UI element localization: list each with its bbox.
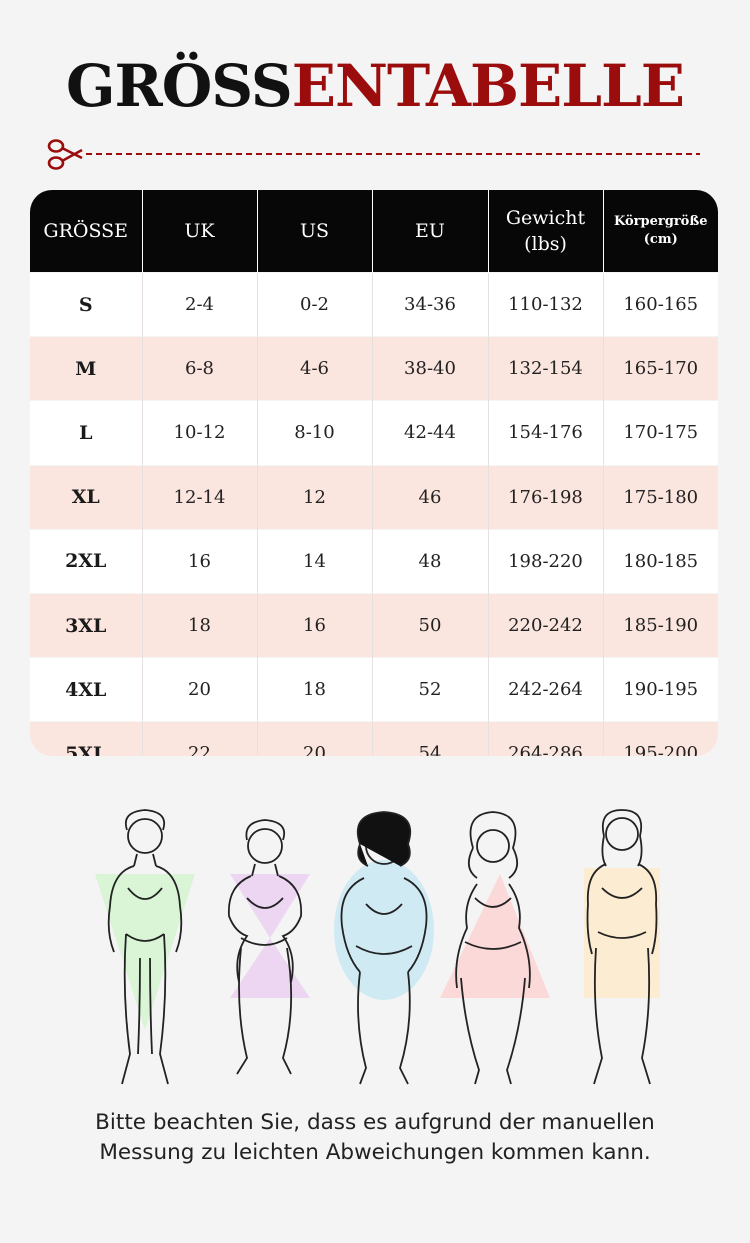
figure-hourglass [228,819,310,1075]
page-title: GRÖSSENTABELLE [0,48,750,124]
cell-eu: 52 [372,657,489,722]
cell-us: 8-10 [257,400,373,466]
cell-eu: 46 [372,464,489,530]
measurement-note: Bitte beachten Sie, dass es aufgrund der… [0,1108,750,1168]
size-table-container: GRÖSSE UK US EU Gewicht (lbs) Körpergröße… [30,190,718,756]
woman-outline-icon [228,819,302,1075]
cell-uk: 22 [142,721,258,756]
table-row: XL 12-14 12 46 176-198 175-180 [30,464,718,530]
cell-height: 170-175 [603,400,718,466]
cell-eu: 42-44 [372,400,489,466]
cell-us: 18 [257,657,373,722]
cell-uk: 10-12 [142,400,258,466]
table-row: 2XL 16 14 48 198-220 180-185 [30,528,718,594]
title-part-dark: GRÖSS [66,52,293,120]
woman-outline-icon [586,809,658,1085]
cell-weight: 220-242 [488,592,604,658]
cell-uk: 18 [142,592,258,658]
cell-us: 12 [257,464,373,530]
table-row: 4XL 20 18 52 242-264 190-195 [30,657,718,722]
table-row: 3XL 18 16 50 220-242 185-190 [30,592,718,658]
figure-rectangle [584,809,660,1085]
note-line-1: Bitte beachten Sie, dass es aufgrund der… [95,1110,655,1135]
cell-weight: 154-176 [488,400,604,466]
woman-outline-icon [107,809,183,1085]
cell-uk: 12-14 [142,464,258,530]
cell-weight: 198-220 [488,528,604,594]
header-height: Körpergröße (cm) [603,190,718,273]
title-part-red: ENTABELLE [291,52,685,120]
body-shape-figures [95,809,660,1085]
cell-height: 165-170 [603,336,718,401]
woman-outline-icon [455,811,531,1085]
cell-size: 2XL [30,528,143,594]
cell-size: 3XL [30,592,143,658]
figure-triangle [440,811,550,1085]
cell-size: M [30,336,143,401]
cell-size: 4XL [30,657,143,722]
cell-weight: 264-286 [488,721,604,756]
cell-height: 175-180 [603,464,718,530]
table-row: 5XL 22 20 54 264-286 195-200 [30,721,718,756]
header-weight: Gewicht (lbs) [488,190,604,273]
figure-v-shape [95,809,195,1085]
cell-us: 16 [257,592,373,658]
cell-size: S [30,271,143,337]
header-size: GRÖSSE [30,190,143,273]
scissors-icon [47,139,83,170]
cell-eu: 34-36 [372,271,489,337]
cell-height: 195-200 [603,721,718,756]
note-line-2: Messung zu leichten Abweichungen kommen … [99,1140,651,1165]
cell-us: 14 [257,528,373,594]
table-row: M 6-8 4-6 38-40 132-154 165-170 [30,336,718,401]
table-row: L 10-12 8-10 42-44 154-176 170-175 [30,400,718,466]
cell-weight: 110-132 [488,271,604,337]
cell-height: 180-185 [603,528,718,594]
cell-weight: 242-264 [488,657,604,722]
cell-eu: 50 [372,592,489,658]
cell-height: 160-165 [603,271,718,337]
table-row: S 2-4 0-2 34-36 110-132 160-165 [30,271,718,337]
cell-height: 190-195 [603,657,718,722]
cell-height: 185-190 [603,592,718,658]
table-body: S 2-4 0-2 34-36 110-132 160-165 M 6-8 4-6 38-40 13… [30,271,718,756]
table-header-row: GRÖSSE UK US EU Gewicht (lbs) Körpergröße… [30,190,718,273]
cell-uk: 16 [142,528,258,594]
header-us: US [257,190,373,273]
cell-size: 5XL [30,721,143,756]
cell-weight: 176-198 [488,464,604,530]
cell-size: XL [30,464,143,530]
cell-eu: 48 [372,528,489,594]
figure-oval [334,811,434,1085]
cell-size: L [30,400,143,466]
header-uk: UK [142,190,258,273]
size-table: GRÖSSE UK US EU Gewicht (lbs) Körpergröße… [30,190,718,756]
woman-outline-icon [340,811,428,1085]
cell-us: 0-2 [257,271,373,337]
cell-uk: 6-8 [142,336,258,401]
cell-eu: 38-40 [372,336,489,401]
cell-us: 4-6 [257,336,373,401]
cell-uk: 2-4 [142,271,258,337]
cell-weight: 132-154 [488,336,604,401]
header-eu: EU [372,190,489,273]
cell-uk: 20 [142,657,258,722]
cell-us: 20 [257,721,373,756]
cut-line [47,139,700,170]
cell-eu: 54 [372,721,489,756]
